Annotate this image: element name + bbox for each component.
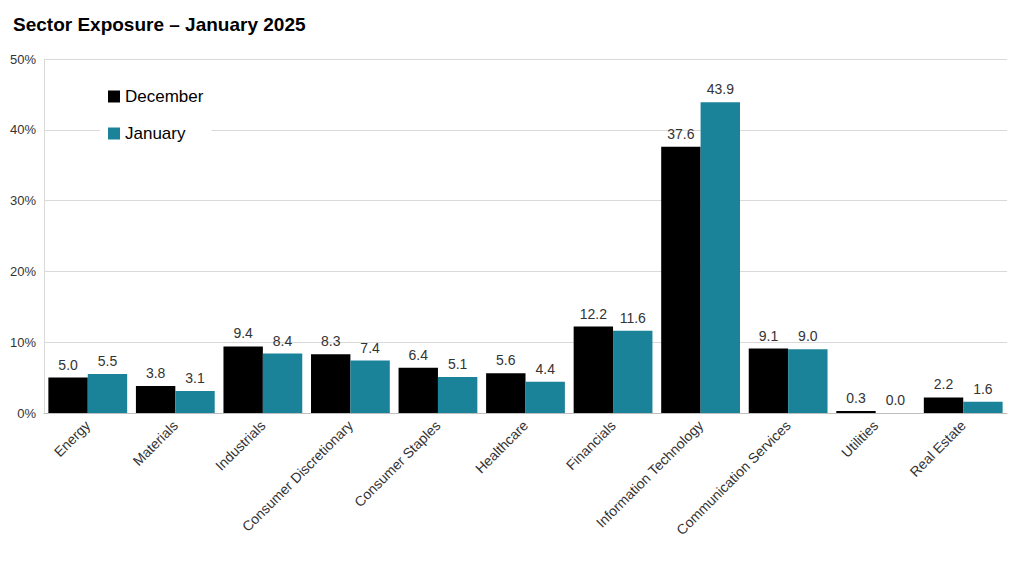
svg-text:11.6: 11.6: [620, 310, 646, 326]
svg-text:Communication Services: Communication Services: [673, 417, 794, 538]
svg-text:12.2: 12.2: [580, 306, 607, 322]
svg-text:40%: 40%: [10, 122, 36, 137]
svg-text:3.8: 3.8: [146, 365, 166, 381]
svg-text:0.0: 0.0: [886, 392, 906, 408]
svg-text:Utilities: Utilities: [838, 417, 881, 460]
svg-text:43.9: 43.9: [707, 81, 734, 97]
svg-text:5.5: 5.5: [98, 353, 118, 369]
svg-text:8.4: 8.4: [273, 333, 293, 349]
svg-text:9.0: 9.0: [798, 328, 818, 344]
svg-text:Consumer Discretionary: Consumer Discretionary: [239, 417, 356, 534]
svg-text:1.6: 1.6: [973, 381, 993, 397]
svg-text:7.4: 7.4: [360, 340, 380, 356]
svg-text:30%: 30%: [10, 193, 36, 208]
svg-text:5.1: 5.1: [448, 356, 468, 372]
svg-text:0.3: 0.3: [846, 390, 866, 406]
svg-text:Sector Exposure – January 2025: Sector Exposure – January 2025: [13, 14, 306, 35]
svg-text:2.2: 2.2: [934, 376, 954, 392]
svg-text:10%: 10%: [10, 335, 36, 350]
svg-text:Materials: Materials: [130, 417, 181, 468]
svg-text:Real Estate: Real Estate: [906, 417, 969, 480]
svg-text:December: December: [125, 87, 204, 106]
svg-text:Energy: Energy: [51, 417, 94, 460]
svg-text:20%: 20%: [10, 264, 36, 279]
svg-text:Financials: Financials: [563, 417, 619, 473]
svg-text:8.3: 8.3: [321, 333, 341, 349]
svg-text:Healthcare: Healthcare: [472, 417, 531, 476]
svg-text:Consumer Staples: Consumer Staples: [351, 417, 444, 510]
svg-text:0%: 0%: [17, 406, 36, 421]
svg-text:37.6: 37.6: [667, 126, 694, 142]
svg-text:Information Technology: Information Technology: [592, 417, 707, 531]
svg-text:50%: 50%: [10, 52, 36, 67]
svg-text:4.4: 4.4: [535, 361, 555, 377]
svg-text:5.0: 5.0: [58, 357, 78, 373]
svg-text:3.1: 3.1: [185, 370, 205, 386]
svg-text:Industrials: Industrials: [212, 417, 268, 473]
svg-text:9.1: 9.1: [759, 328, 779, 344]
svg-text:9.4: 9.4: [233, 325, 253, 341]
svg-text:January: January: [125, 124, 186, 143]
svg-text:6.4: 6.4: [409, 347, 429, 363]
svg-text:5.6: 5.6: [496, 352, 516, 368]
